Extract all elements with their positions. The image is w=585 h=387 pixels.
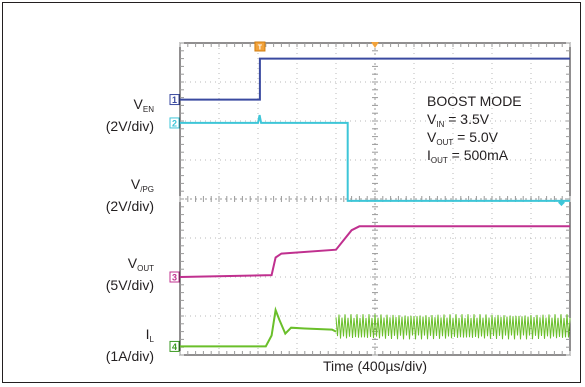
annotation-vin-rest: = 3.5V [444,111,490,127]
channel-marker-label: 3 [172,273,177,283]
trigger-marker [254,41,266,52]
annotation-vout: VOUT = 5.0V [427,129,498,151]
channel-marker-label: 4 [172,342,177,352]
annotation-mode: BOOST MODE [427,93,522,110]
vout-label-main: V [127,255,138,271]
trace-ch2 [180,114,570,202]
figure-frame [2,2,581,383]
annotation-vout-sub: OUT [436,138,454,147]
annotation-vin: VIN = 3.5V [427,111,489,133]
channel-marker-label: 2 [172,118,177,128]
trace-ch3 [179,225,570,278]
trigger-marker-label: T [258,45,263,52]
center-time-marker [371,42,379,48]
venable-label-main: V [133,96,143,112]
il-label-main: I [145,326,150,342]
annotation-vout-main: V [427,129,437,145]
x-axis-label: Time (400µs/div) [322,358,427,374]
vpg-label-sub: /PG [140,185,154,194]
label-venable: VEN (2V/div) [4,96,154,134]
trace-ch4 [180,306,337,348]
channel-marker-box [169,117,180,129]
vpg-label-main: V [130,176,141,192]
il-scale: (1A/div) [105,348,154,364]
annotation-vin-main: V [427,111,437,127]
channel-marker-label: 1 [172,95,177,105]
vpg-scale: (2V/div) [105,198,154,214]
trace-ch2-end-marker: ◆ [558,197,565,207]
label-il: IL (1A/div) [4,326,154,364]
venable-scale: (2V/div) [105,118,154,134]
annotation-vout-rest: = 5.0V [453,129,498,145]
annotation-iout-rest: = 500mA [447,147,509,163]
venable-label-sub: EN [142,105,154,114]
vout-scale: (5V/div) [105,277,154,293]
trace-ch1 [180,57,570,101]
trace-ch4-ripple [335,314,571,340]
il-label-sub: L [149,335,154,344]
vout-label-sub: OUT [137,264,154,273]
channel-marker-box [169,340,180,352]
channel-markers: 1 2 3 4 T [169,41,379,352]
channel-marker-box [169,271,180,283]
label-vpg: V/PG (2V/div) [4,176,154,214]
annotation-vin-sub: IN [436,120,445,129]
label-vout: VOUT (5V/div) [4,255,154,293]
traces: ◆ [179,57,571,348]
channel-marker-box [169,94,180,106]
annotation-iout-main: I [427,147,431,163]
annotation-iout: IOUT = 500mA [427,147,508,169]
annotation-mode-text: BOOST MODE [427,93,522,109]
annotation-iout-sub: OUT [430,156,448,165]
